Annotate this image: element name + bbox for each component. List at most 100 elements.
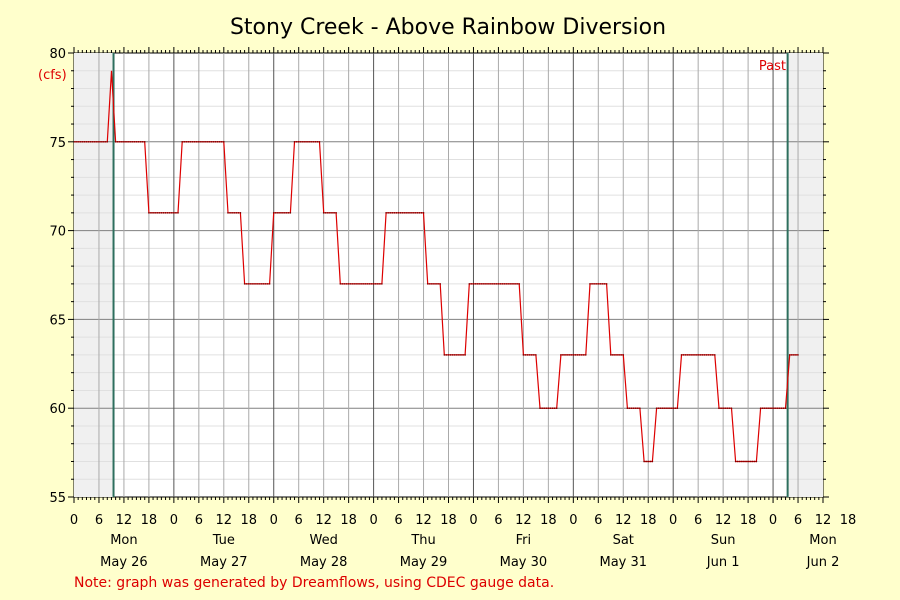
data-point [156, 212, 159, 214]
x-hour-label: 12 [715, 513, 732, 528]
x-hour-label: 6 [394, 513, 402, 528]
data-point [528, 354, 531, 356]
data-point [160, 212, 163, 214]
data-point [347, 283, 350, 285]
y-tick-label: 60 [49, 402, 66, 417]
data-point [597, 283, 600, 285]
data-point [501, 283, 504, 285]
data-point [387, 212, 389, 214]
data-point [512, 283, 514, 285]
data-point [404, 212, 406, 214]
data-point [709, 354, 712, 356]
data-point [684, 354, 687, 356]
data-point [414, 212, 417, 214]
data-point [782, 407, 785, 410]
data-point [491, 283, 493, 285]
data-point [526, 354, 529, 356]
data-point [460, 354, 462, 356]
x-hour-label: 12 [116, 513, 133, 528]
x-weekday-label: Mon [809, 533, 836, 548]
shaded-region [74, 53, 114, 497]
data-point [324, 212, 327, 214]
data-point [616, 354, 618, 356]
data-point [158, 212, 161, 214]
data-point [218, 141, 221, 143]
x-hour-label: 12 [515, 513, 532, 528]
data-point [703, 354, 706, 356]
data-point [329, 212, 331, 214]
data-point [578, 354, 581, 356]
x-date-label: May 29 [400, 555, 448, 570]
data-point [129, 141, 131, 143]
data-point [114, 141, 117, 143]
data-point [216, 141, 219, 143]
data-point [139, 141, 142, 143]
x-hour-label: 12 [216, 513, 233, 528]
data-point [693, 354, 695, 356]
data-point [210, 141, 213, 143]
data-point [447, 354, 450, 356]
data-point [287, 212, 290, 214]
data-point [483, 283, 485, 285]
data-point [736, 460, 739, 463]
x-hour-label: 12 [815, 513, 832, 528]
data-point [212, 141, 215, 143]
data-point [268, 283, 271, 285]
x-hour-label: 12 [415, 513, 432, 528]
data-point [595, 283, 598, 285]
x-hour-label: 0 [769, 513, 777, 528]
data-point [734, 460, 737, 463]
x-weekday-label: Wed [309, 533, 337, 548]
data-point [778, 407, 781, 410]
x-hour-label: 0 [369, 513, 377, 528]
data-point [543, 407, 546, 410]
data-point [445, 354, 448, 356]
data-point [83, 141, 86, 143]
x-hour-label: 0 [569, 513, 577, 528]
x-date-label: May 28 [300, 555, 348, 570]
data-point [362, 283, 364, 285]
data-point [456, 354, 458, 356]
x-hour-label: 0 [170, 513, 178, 528]
x-hour-label: 0 [70, 513, 78, 528]
data-point [784, 407, 787, 410]
data-point [560, 354, 562, 356]
data-point [691, 354, 693, 356]
data-point [181, 141, 183, 143]
data-point [331, 212, 333, 214]
x-weekday-label: Fri [516, 533, 532, 548]
data-point [152, 212, 154, 214]
data-point [193, 141, 196, 143]
data-point [547, 407, 550, 410]
data-point [391, 212, 394, 214]
data-point [572, 354, 575, 356]
data-point [718, 407, 720, 410]
data-point [508, 283, 510, 285]
data-point [747, 460, 749, 463]
data-point [714, 354, 716, 356]
source-note: Note: graph was generated by Dreamflows,… [74, 575, 554, 591]
data-point [726, 407, 729, 410]
data-point [137, 141, 140, 143]
data-point [574, 354, 577, 356]
data-point [566, 354, 568, 356]
data-point [349, 283, 352, 285]
data-point [766, 407, 768, 410]
data-point [516, 283, 518, 285]
data-point [164, 212, 167, 214]
data-point [637, 407, 639, 410]
data-point [453, 354, 456, 356]
data-point [776, 407, 779, 410]
data-point [643, 460, 645, 463]
data-point [366, 283, 369, 285]
data-point [189, 141, 192, 143]
x-date-label: May 27 [200, 555, 248, 570]
data-point [603, 283, 606, 285]
data-point [524, 354, 527, 356]
data-point [333, 212, 335, 214]
data-point [790, 354, 793, 356]
data-point [258, 283, 260, 285]
data-point [316, 141, 319, 143]
data-point [410, 212, 412, 214]
data-point [634, 407, 637, 410]
